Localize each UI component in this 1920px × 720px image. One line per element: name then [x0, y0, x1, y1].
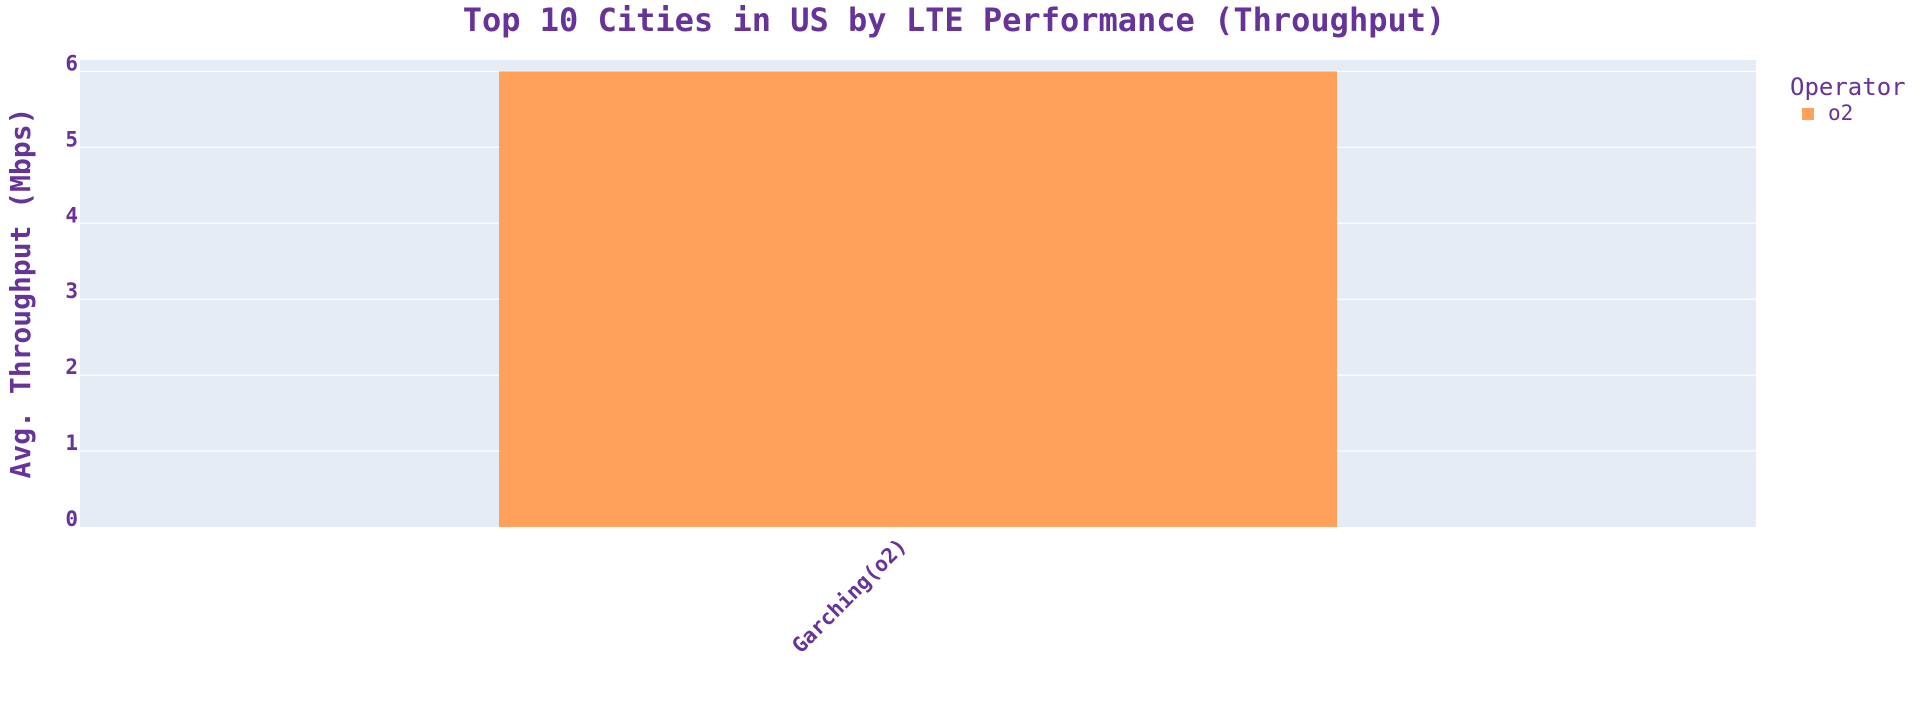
- y-axis-title: Avg. Throughput (Mbps): [4, 108, 37, 479]
- y-tick-label: 0: [65, 507, 78, 531]
- legend-swatch[interactable]: [1802, 108, 1814, 120]
- x-tick-label: Garching(o2): [787, 534, 911, 658]
- y-tick-label: 4: [65, 203, 78, 227]
- y-tick-label: 1: [65, 431, 78, 455]
- bars: [499, 71, 1337, 527]
- bar[interactable]: [499, 71, 1337, 527]
- legend-label[interactable]: o2: [1828, 101, 1853, 125]
- y-tick-label: 2: [65, 355, 78, 379]
- y-tick-label: 6: [65, 51, 78, 75]
- legend-title: Operator: [1790, 73, 1906, 101]
- chart-title: Top 10 Cities in US by LTE Performance (…: [463, 1, 1446, 39]
- y-tick-label: 3: [65, 279, 78, 303]
- x-axis-ticks: Garching(o2): [787, 534, 911, 658]
- y-axis-ticks: 0 1 2 3 4 5 6: [65, 51, 78, 531]
- y-tick-label: 5: [65, 127, 78, 151]
- legend[interactable]: Operator o2: [1790, 73, 1906, 125]
- legend-items: o2: [1802, 101, 1853, 125]
